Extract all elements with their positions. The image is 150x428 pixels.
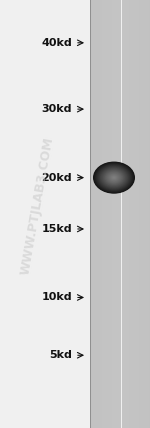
Bar bbox=[139, 0, 140, 428]
Ellipse shape bbox=[98, 165, 130, 190]
Text: 30kd: 30kd bbox=[42, 104, 72, 114]
Ellipse shape bbox=[104, 170, 124, 185]
Bar bbox=[144, 0, 145, 428]
Ellipse shape bbox=[99, 166, 129, 190]
Bar bbox=[109, 0, 110, 428]
Ellipse shape bbox=[102, 169, 126, 187]
Bar bbox=[127, 0, 128, 428]
Ellipse shape bbox=[111, 175, 117, 180]
Bar bbox=[129, 0, 130, 428]
Bar bbox=[143, 0, 144, 428]
Bar bbox=[90, 0, 91, 428]
Bar bbox=[140, 0, 141, 428]
Text: 5kd: 5kd bbox=[49, 350, 72, 360]
Bar bbox=[134, 0, 135, 428]
Bar bbox=[101, 0, 102, 428]
Ellipse shape bbox=[97, 165, 131, 190]
Bar bbox=[128, 0, 129, 428]
Ellipse shape bbox=[96, 164, 132, 191]
Bar bbox=[98, 0, 99, 428]
Text: 10kd: 10kd bbox=[41, 292, 72, 303]
Bar bbox=[121, 0, 122, 428]
Ellipse shape bbox=[99, 166, 129, 189]
Ellipse shape bbox=[95, 163, 133, 192]
Bar bbox=[122, 0, 123, 428]
Bar bbox=[141, 0, 142, 428]
Bar bbox=[111, 0, 112, 428]
Ellipse shape bbox=[113, 177, 115, 179]
Bar bbox=[132, 0, 133, 428]
Bar bbox=[145, 0, 146, 428]
Bar bbox=[118, 0, 119, 428]
Bar bbox=[131, 0, 132, 428]
Bar bbox=[149, 0, 150, 428]
Bar bbox=[100, 0, 101, 428]
Bar bbox=[117, 0, 118, 428]
Ellipse shape bbox=[111, 175, 117, 180]
Ellipse shape bbox=[93, 161, 135, 194]
Bar bbox=[120, 0, 121, 428]
Ellipse shape bbox=[103, 169, 124, 186]
Bar bbox=[104, 0, 105, 428]
Bar bbox=[92, 0, 93, 428]
Bar bbox=[94, 0, 95, 428]
Ellipse shape bbox=[100, 167, 128, 188]
Bar bbox=[135, 0, 136, 428]
Bar bbox=[130, 0, 131, 428]
Bar bbox=[113, 0, 114, 428]
Ellipse shape bbox=[109, 174, 119, 181]
Bar bbox=[137, 0, 138, 428]
Ellipse shape bbox=[110, 175, 118, 181]
Bar bbox=[133, 0, 134, 428]
Text: 20kd: 20kd bbox=[41, 172, 72, 183]
Bar bbox=[96, 0, 97, 428]
Bar bbox=[125, 0, 126, 428]
Bar bbox=[90, 0, 91, 428]
Bar bbox=[126, 0, 127, 428]
Bar bbox=[97, 0, 98, 428]
Bar bbox=[123, 0, 124, 428]
Bar bbox=[99, 0, 100, 428]
Bar bbox=[142, 0, 143, 428]
Ellipse shape bbox=[112, 176, 116, 179]
Bar bbox=[146, 0, 147, 428]
Ellipse shape bbox=[107, 172, 121, 183]
Ellipse shape bbox=[108, 173, 120, 182]
Ellipse shape bbox=[94, 163, 134, 193]
Ellipse shape bbox=[106, 171, 122, 184]
Bar bbox=[95, 0, 96, 428]
Ellipse shape bbox=[108, 173, 120, 182]
Bar bbox=[148, 0, 149, 428]
Bar bbox=[107, 0, 108, 428]
Bar bbox=[114, 0, 115, 428]
Text: 15kd: 15kd bbox=[41, 224, 72, 234]
Ellipse shape bbox=[101, 167, 127, 188]
Ellipse shape bbox=[94, 162, 134, 193]
Bar bbox=[103, 0, 104, 428]
Bar bbox=[108, 0, 109, 428]
Bar bbox=[136, 0, 137, 428]
Ellipse shape bbox=[105, 171, 123, 184]
Bar bbox=[138, 0, 139, 428]
Bar bbox=[116, 0, 117, 428]
Bar bbox=[91, 0, 92, 428]
Ellipse shape bbox=[113, 177, 115, 178]
Ellipse shape bbox=[96, 163, 132, 192]
Bar bbox=[103, 0, 104, 428]
Ellipse shape bbox=[101, 168, 127, 187]
Text: 40kd: 40kd bbox=[41, 38, 72, 48]
Bar bbox=[106, 0, 107, 428]
Ellipse shape bbox=[106, 172, 122, 184]
Ellipse shape bbox=[103, 169, 125, 186]
Bar bbox=[110, 0, 111, 428]
Bar bbox=[102, 0, 103, 428]
Bar bbox=[115, 0, 116, 428]
Text: WWW.PTJLAB3.COM: WWW.PTJLAB3.COM bbox=[19, 135, 56, 276]
Bar bbox=[119, 0, 120, 428]
Bar bbox=[93, 0, 94, 428]
Bar bbox=[124, 0, 125, 428]
Bar bbox=[105, 0, 106, 428]
Bar bbox=[147, 0, 148, 428]
Bar bbox=[112, 0, 113, 428]
